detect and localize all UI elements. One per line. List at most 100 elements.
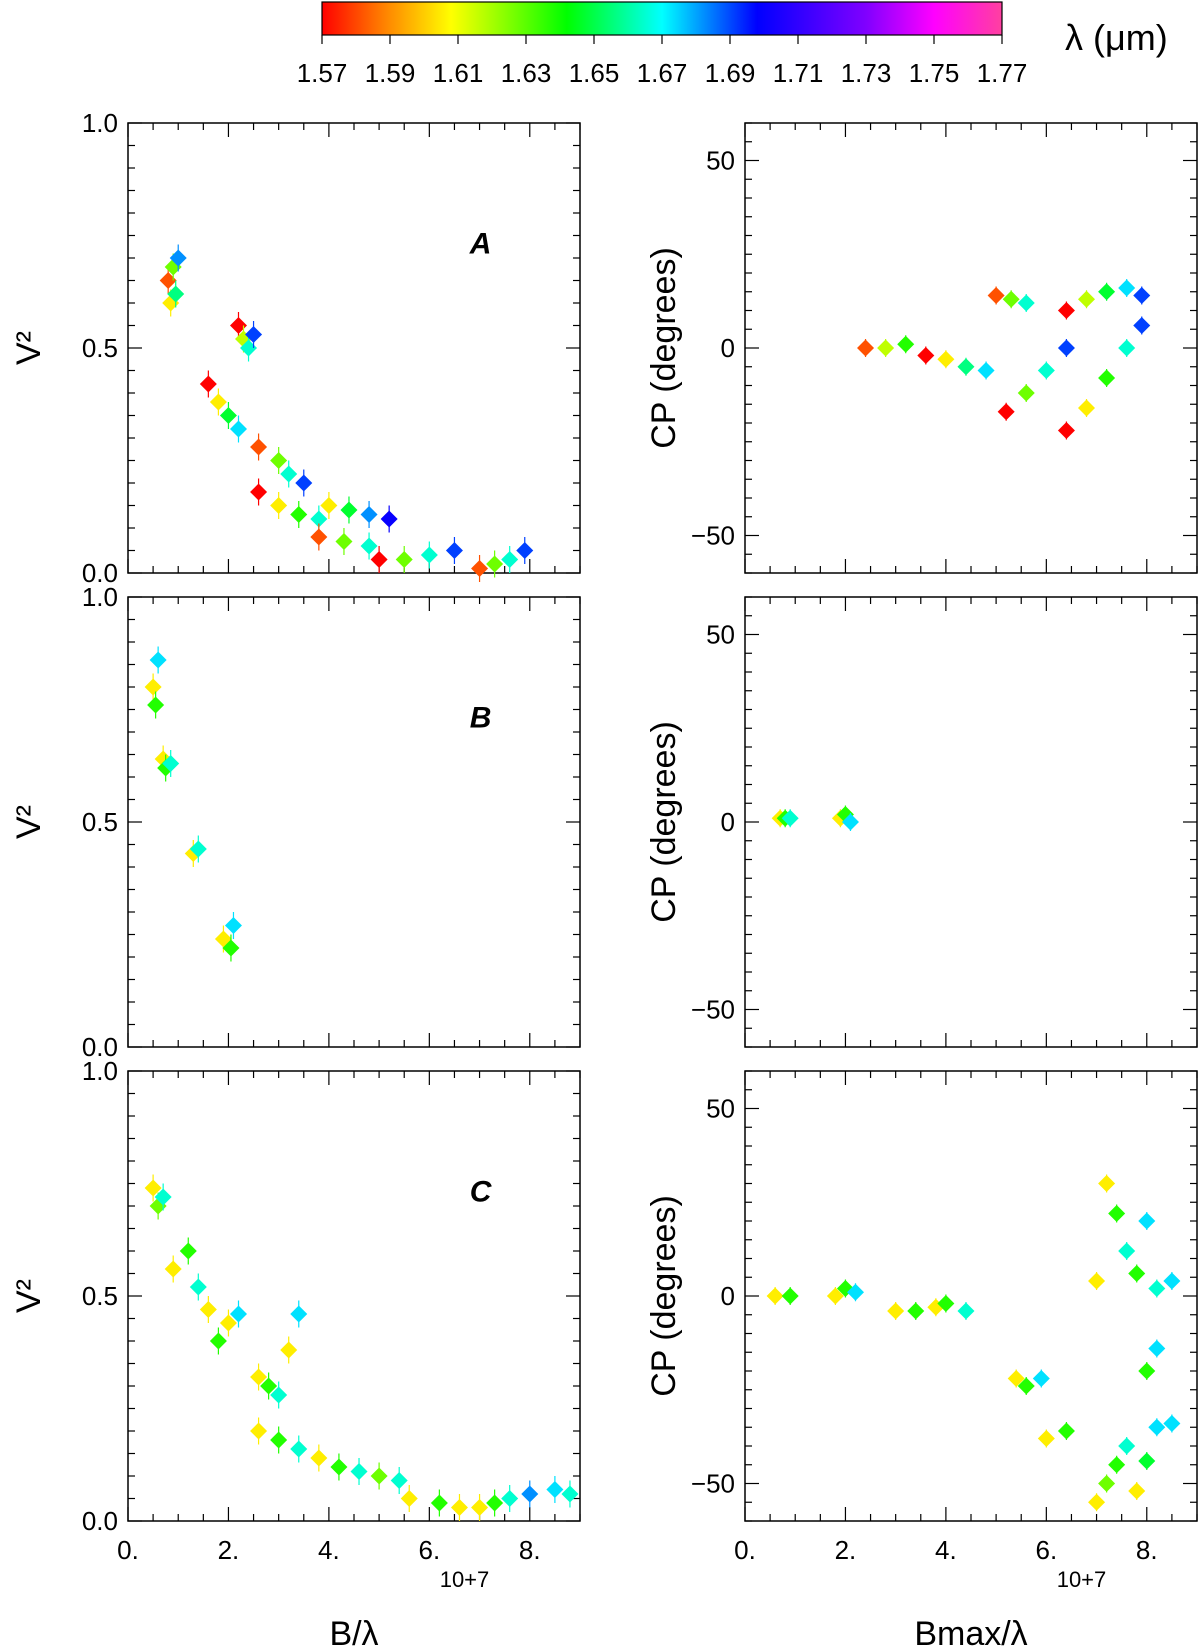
data-point xyxy=(1002,290,1020,308)
data-point xyxy=(887,1302,905,1320)
data-point xyxy=(1017,1377,1035,1395)
data-point xyxy=(1057,302,1075,319)
data-point xyxy=(1037,362,1055,379)
y-tick-label: 0.0 xyxy=(82,558,118,588)
y-tick-label: −50 xyxy=(691,521,735,551)
data-point xyxy=(430,1494,448,1512)
data-point xyxy=(450,1499,468,1516)
colorbar-tick-label: 1.63 xyxy=(501,58,552,88)
data-point xyxy=(154,1188,172,1206)
panel-A-cp: −50 0 50 CP (degrees) xyxy=(645,122,1198,574)
y-tick-label: 0 xyxy=(721,1281,735,1311)
data-point xyxy=(987,287,1005,304)
data-point xyxy=(147,696,165,714)
data-point xyxy=(280,465,298,483)
data-point xyxy=(501,1490,519,1507)
panel-B-v2: 0.0 0.5 1.0 V² B xyxy=(10,582,581,1062)
data-point xyxy=(270,1386,288,1404)
data-point xyxy=(907,1302,925,1320)
data-point xyxy=(1148,1280,1166,1297)
x-tick-label: 6. xyxy=(1035,1535,1057,1565)
x-tick-label: 8. xyxy=(519,1535,541,1565)
data-point xyxy=(1138,1452,1156,1470)
x-tick-label: 4. xyxy=(935,1535,957,1565)
data-point xyxy=(826,1287,844,1305)
y-tick-label: 0 xyxy=(721,333,735,363)
x-axis-label: B/λ xyxy=(329,1615,378,1648)
data-point xyxy=(229,317,247,334)
x-tick-label: 0. xyxy=(734,1535,756,1565)
data-point xyxy=(1098,283,1116,301)
y-tick-label: 50 xyxy=(706,620,735,650)
panel-C-v2: 0.0 0.5 1.0 V² C 0. 2. 4. 6. 8. 10+7 B/λ xyxy=(10,1056,581,1648)
data-point xyxy=(1118,339,1136,357)
data-point xyxy=(1118,279,1136,297)
y-tick-label: 1.0 xyxy=(82,1056,118,1086)
data-point xyxy=(260,1377,278,1395)
data-point xyxy=(1098,369,1116,387)
data-point xyxy=(199,1301,217,1318)
data-point xyxy=(846,1283,864,1301)
data-point xyxy=(877,339,895,357)
data-point xyxy=(1017,384,1035,402)
y-axis-label: V² xyxy=(10,331,48,365)
data-point xyxy=(250,438,268,456)
data-point xyxy=(370,551,388,568)
data-point xyxy=(1088,1493,1106,1511)
data-point xyxy=(340,501,358,519)
y-tick-label: 0.5 xyxy=(82,333,118,363)
data-point xyxy=(1148,1340,1166,1357)
data-point xyxy=(1088,1272,1106,1290)
data-point xyxy=(290,1440,308,1458)
data-point xyxy=(159,272,177,289)
x-tick-label: 2. xyxy=(835,1535,857,1565)
data-point xyxy=(164,1260,182,1278)
data-point xyxy=(320,497,338,514)
data-point xyxy=(957,358,975,376)
data-point xyxy=(501,551,519,568)
data-point xyxy=(766,1287,784,1305)
data-point xyxy=(1057,422,1075,439)
data-point xyxy=(977,362,995,379)
y-axis-label: CP (degrees) xyxy=(645,721,683,923)
data-point xyxy=(1118,1242,1136,1260)
data-point xyxy=(400,1490,418,1507)
colorbar-ticks: 1.57 1.59 1.61 1.63 1.65 1.67 1.69 1.71 1.73 1.75… xyxy=(297,35,1028,88)
data-point xyxy=(335,533,353,550)
data-point xyxy=(169,249,187,267)
data-point xyxy=(997,403,1015,421)
colorbar-tick-label: 1.65 xyxy=(569,58,620,88)
data-point xyxy=(957,1302,975,1320)
data-point xyxy=(841,813,859,831)
data-point xyxy=(1138,1212,1156,1230)
data-point xyxy=(360,506,378,523)
panel-label: B xyxy=(470,702,492,735)
x-exponent: 10+7 xyxy=(1057,1567,1107,1592)
x-tick-label: 4. xyxy=(318,1535,340,1565)
data-point xyxy=(219,407,237,424)
data-point xyxy=(1163,1272,1181,1290)
colorbar-tick-label: 1.77 xyxy=(977,58,1028,88)
panel-label: C xyxy=(470,1176,493,1209)
plot-frame xyxy=(744,596,1198,1048)
y-tick-label: 0.5 xyxy=(82,807,118,837)
data-point xyxy=(781,809,799,827)
y-tick-label: 0.0 xyxy=(82,1032,118,1062)
data-point xyxy=(199,375,217,393)
data-point xyxy=(245,326,263,343)
colorbar-tick-label: 1.67 xyxy=(637,58,688,88)
data-point xyxy=(179,1242,197,1260)
plot-frame xyxy=(127,122,581,574)
data-point xyxy=(209,393,227,411)
data-point xyxy=(445,542,463,559)
data-point xyxy=(370,1467,388,1485)
colorbar-tick-label: 1.59 xyxy=(365,58,416,88)
data-point xyxy=(937,1295,955,1312)
data-point xyxy=(1098,1175,1116,1192)
data-point xyxy=(516,542,534,559)
x-exponent: 10+7 xyxy=(440,1567,490,1592)
colorbar-tick-label: 1.57 xyxy=(297,58,348,88)
data-point xyxy=(290,506,308,523)
data-point xyxy=(1128,1265,1146,1282)
data-point xyxy=(1057,1422,1075,1440)
